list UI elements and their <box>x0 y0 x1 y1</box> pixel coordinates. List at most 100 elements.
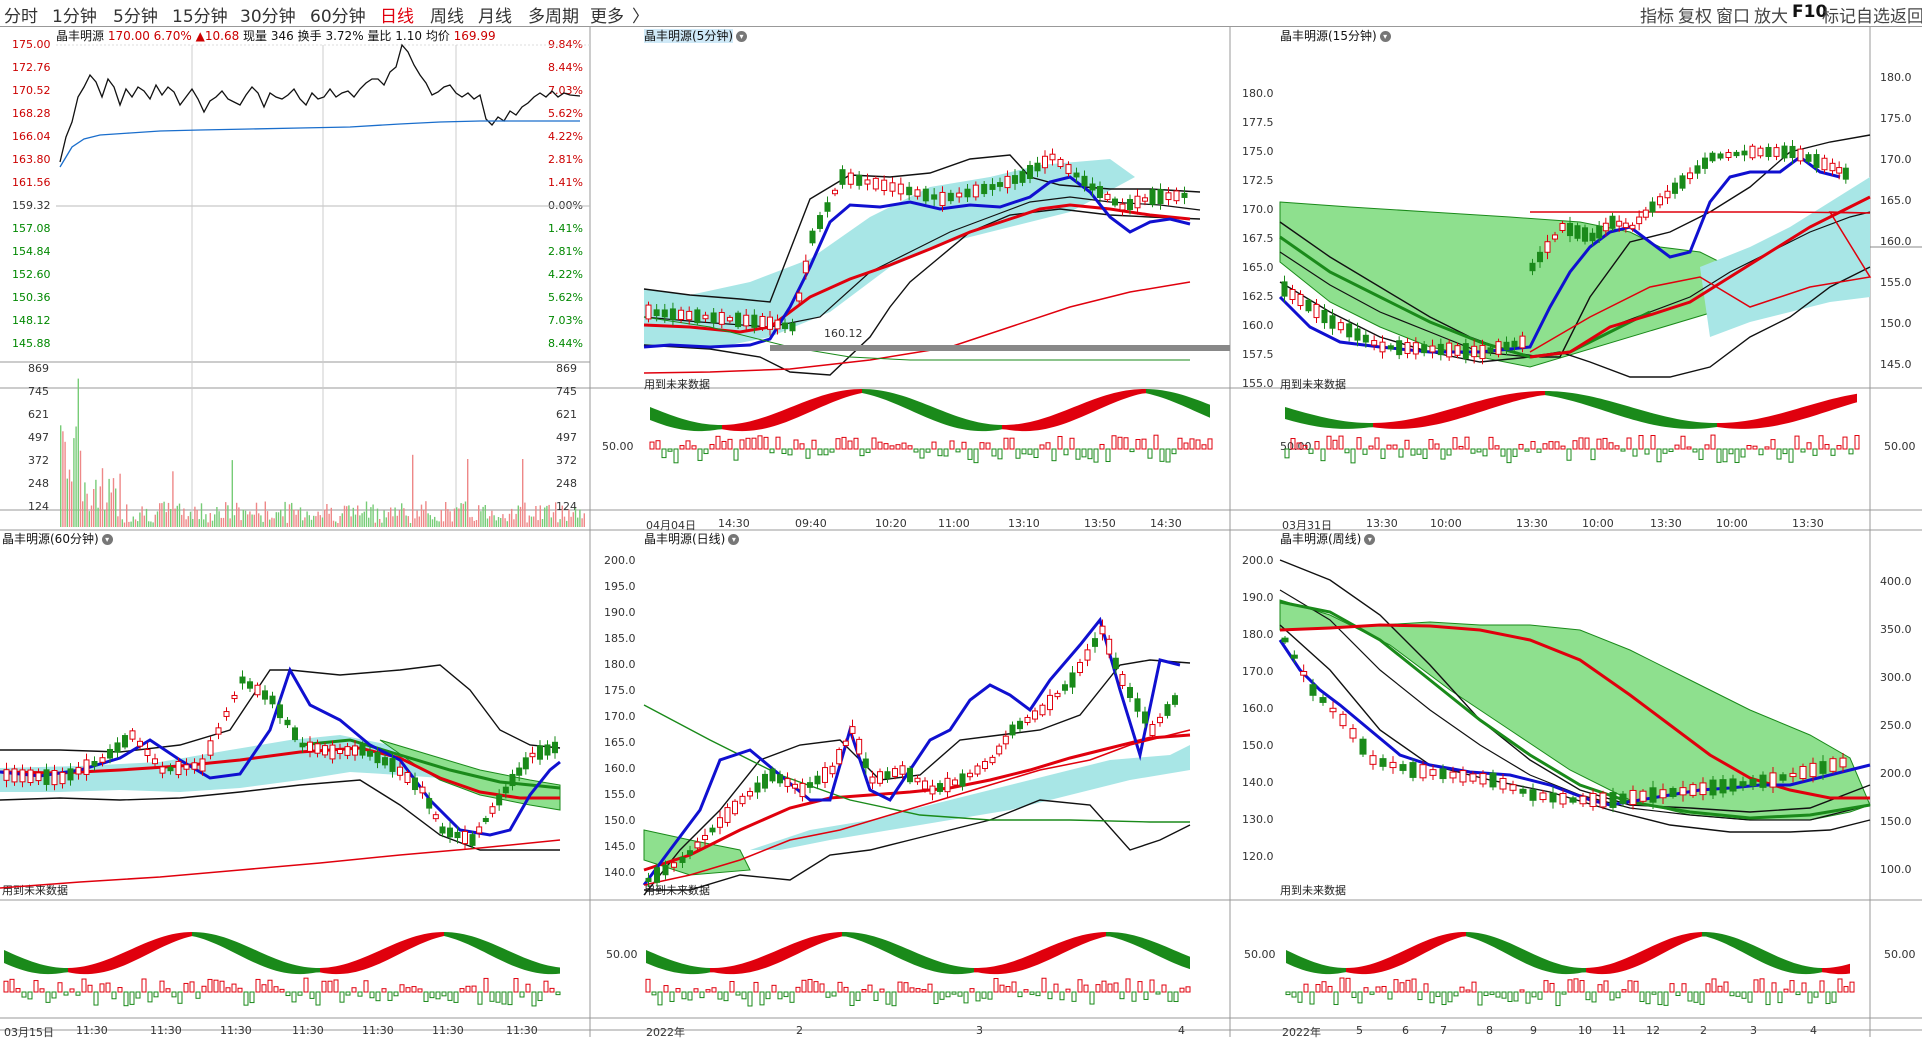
pweek-osc-tick: 50.00 <box>1244 948 1276 961</box>
candle-body <box>1281 637 1289 643</box>
tab-more[interactable]: 更多 <box>590 7 624 27</box>
oscillator-band <box>1773 414 1777 427</box>
tool-adjust[interactable]: 复权 <box>1678 7 1712 27</box>
histogram-bar <box>669 991 675 1002</box>
p15-upper-band <box>1279 134 1871 358</box>
tool-indicator[interactable]: 指标 <box>1640 7 1674 27</box>
oscillator-band <box>682 963 686 974</box>
candle-body <box>862 758 869 769</box>
histogram-bar <box>993 977 999 993</box>
minute-avg-line <box>59 120 580 168</box>
p5-candles <box>645 148 1188 336</box>
histogram-bar <box>745 437 751 450</box>
volume-bar <box>438 521 440 527</box>
histogram-bar <box>1674 444 1680 450</box>
candle-body <box>1337 322 1344 331</box>
candle-body <box>1359 738 1367 755</box>
volume-bar <box>110 492 112 527</box>
oscillator-band <box>1629 406 1633 420</box>
oscillator-band <box>488 941 492 956</box>
oscillator-band <box>1302 957 1306 971</box>
oscillator-band <box>1082 402 1086 417</box>
p60-x-tick: 11:30 <box>506 1024 538 1037</box>
candle-body <box>191 762 198 770</box>
tab-monthly[interactable]: 月线 <box>478 7 512 27</box>
tab-15min[interactable]: 15分钟 <box>172 7 228 27</box>
volume-bar <box>128 521 130 527</box>
oscillator-band <box>838 932 842 938</box>
tab-minute[interactable]: 分时 <box>4 7 38 27</box>
candle-body <box>1749 778 1757 787</box>
histogram-bar <box>1477 991 1483 1006</box>
oscillator-band <box>92 963 96 974</box>
oscillator-band <box>1770 953 1774 968</box>
p60-menu-icon[interactable]: ▾ <box>101 534 113 545</box>
more-chevron-icon[interactable]: 〉 <box>632 7 649 27</box>
volume-bar <box>145 508 148 527</box>
tool-back[interactable]: 返回 <box>1890 7 1922 27</box>
oscillator-band <box>898 944 902 960</box>
oscillator-band <box>1690 932 1694 941</box>
oscillator-band <box>1010 961 1014 973</box>
oscillator-band <box>806 399 810 414</box>
tool-window[interactable]: 窗口 <box>1716 7 1750 27</box>
oscillator-band <box>706 424 710 431</box>
tab-daily[interactable]: 日线 <box>380 7 414 27</box>
oscillator-band <box>658 955 662 970</box>
oscillator-band <box>1625 405 1629 419</box>
oscillator-band <box>1710 932 1714 940</box>
pweek-menu-icon[interactable]: ▾ <box>1364 534 1376 545</box>
tab-multi-period[interactable]: 多周期 <box>528 7 579 27</box>
minute-chart-panel: 晶丰明源 170.00 6.70% ▲10.68 现量 346 换手 3.72%… <box>0 27 590 530</box>
pweek-green-ma <box>1279 600 1871 820</box>
oscillator-band <box>1434 936 1438 949</box>
oscillator-band <box>818 395 822 409</box>
tab-5min[interactable]: 5分钟 <box>113 7 158 27</box>
oscillator-band <box>1522 948 1526 964</box>
tab-weekly[interactable]: 周线 <box>430 7 464 27</box>
volume-bar <box>225 502 227 527</box>
tool-mark[interactable]: 标记 <box>1822 7 1856 27</box>
histogram-bar <box>1848 448 1854 455</box>
histogram-bar <box>1626 437 1632 450</box>
candle-body <box>669 308 676 320</box>
histogram-bar <box>1506 448 1512 464</box>
oscillator-band <box>1413 417 1417 429</box>
candle-body <box>1134 698 1141 712</box>
oscillator-band <box>878 390 882 399</box>
oscillator-band <box>1845 395 1849 406</box>
volume-bar <box>62 431 64 527</box>
oscillator-band <box>966 419 970 431</box>
oscillator-band <box>1134 935 1138 947</box>
candle-body <box>807 782 813 788</box>
histogram-bar <box>1753 979 1759 993</box>
p5-x-tick: 10:20 <box>875 517 907 530</box>
oscillator-band <box>292 964 296 975</box>
tab-60min[interactable]: 60分钟 <box>310 7 366 27</box>
oscillator-band <box>1290 951 1294 967</box>
pday-menu-icon[interactable]: ▾ <box>728 534 740 545</box>
histogram-bar <box>1338 435 1344 450</box>
tab-1min[interactable]: 1分钟 <box>52 7 97 27</box>
tab-30min[interactable]: 30分钟 <box>240 7 296 27</box>
candle-body <box>839 169 846 185</box>
p15-menu-icon[interactable]: ▾ <box>1379 31 1391 42</box>
tool-f10[interactable]: F10 <box>1792 2 1828 22</box>
oscillator-band <box>1585 395 1589 406</box>
histogram-bar <box>1296 442 1302 450</box>
oscillator-band <box>1482 933 1486 944</box>
oscillator-band <box>140 943 144 959</box>
histogram-bar <box>237 987 243 993</box>
period-toolbar: 分时 1分钟 5分钟 15分钟 30分钟 60分钟 日线 周线 月线 多周期 更… <box>0 0 1922 27</box>
oscillator-band <box>536 962 540 974</box>
histogram-bar <box>1740 448 1746 458</box>
tool-zoom[interactable]: 放大 <box>1754 7 1788 27</box>
histogram-bar <box>1794 435 1800 450</box>
oscillator-band <box>1806 966 1810 975</box>
tool-watchlist[interactable]: 自选 <box>1856 7 1890 27</box>
histogram-bar <box>1051 448 1057 462</box>
histogram-bar <box>447 991 453 1001</box>
p5-menu-icon[interactable]: ▾ <box>736 31 747 42</box>
oscillator-band <box>1801 406 1805 420</box>
volume-bar <box>187 516 189 527</box>
